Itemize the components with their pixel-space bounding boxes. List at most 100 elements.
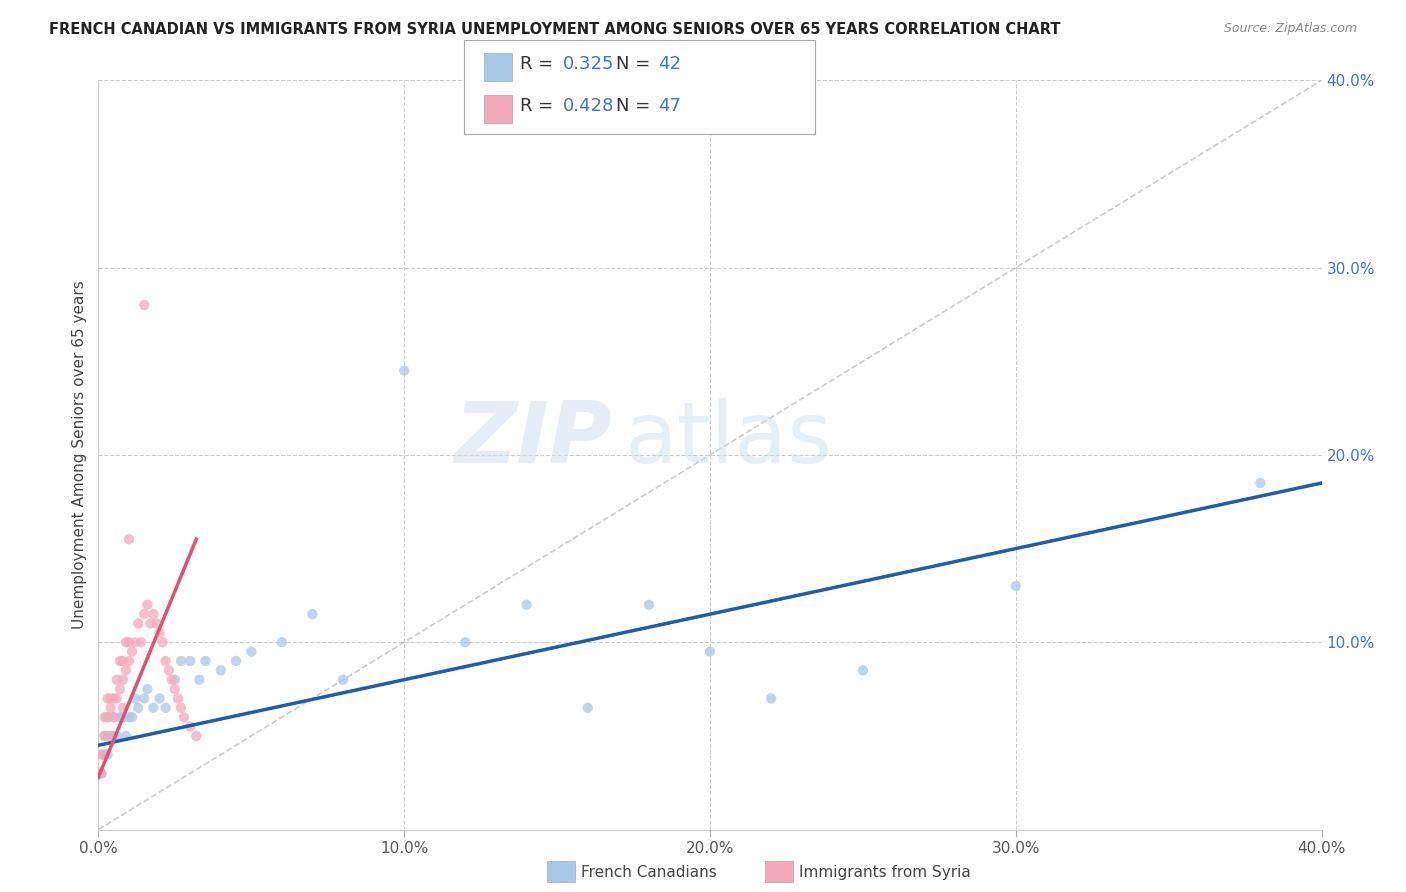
Point (637, 598, 661, 612)
Text: French Canadians: French Canadians (581, 865, 717, 880)
Point (142, 607, 165, 621)
Text: R =: R = (520, 97, 560, 115)
Point (105, 691, 128, 706)
Point (108, 654, 131, 668)
Point (129, 635, 152, 649)
Point (93, 710, 115, 724)
Point (118, 635, 141, 649)
Point (167, 691, 190, 706)
Text: 0.428: 0.428 (562, 97, 614, 115)
Point (179, 654, 201, 668)
Text: atlas: atlas (624, 399, 832, 482)
Point (270, 635, 292, 649)
Point (188, 673, 211, 687)
Point (103, 710, 125, 724)
Point (121, 710, 143, 724)
Point (90, 766, 112, 780)
Text: N =: N = (616, 55, 655, 73)
Point (186, 729, 208, 743)
Text: Source: ZipAtlas.com: Source: ZipAtlas.com (1223, 22, 1357, 36)
Point (118, 532, 141, 546)
Text: ZIP: ZIP (454, 399, 612, 482)
Text: FRENCH CANADIAN VS IMMIGRANTS FROM SYRIA UNEMPLOYMENT AMONG SENIORS OVER 65 YEAR: FRENCH CANADIAN VS IMMIGRANTS FROM SYRIA… (49, 22, 1060, 37)
Point (108, 710, 131, 724)
Point (163, 682, 186, 697)
Point (115, 664, 138, 678)
Text: 47: 47 (658, 97, 681, 115)
Point (93, 747, 115, 762)
Point (100, 691, 122, 706)
Point (100, 729, 122, 743)
Point (454, 635, 477, 649)
Point (516, 598, 538, 612)
Point (576, 701, 599, 715)
Point (97, 710, 120, 724)
Point (194, 654, 217, 668)
Point (160, 673, 183, 687)
Point (118, 710, 141, 724)
Point (136, 682, 159, 697)
Point (108, 682, 131, 697)
Point (124, 635, 146, 649)
Point (115, 729, 138, 743)
Point (332, 673, 354, 687)
Point (155, 654, 177, 668)
Point (111, 710, 134, 724)
Point (1249, 476, 1271, 491)
Point (97, 691, 120, 706)
Text: 42: 42 (658, 55, 681, 73)
Point (134, 607, 156, 621)
Point (392, 364, 416, 378)
Point (209, 664, 232, 678)
Point (127, 701, 149, 715)
Point (105, 673, 128, 687)
Point (142, 701, 165, 715)
Point (134, 691, 156, 706)
Point (301, 607, 323, 621)
Point (90, 766, 112, 780)
Point (103, 710, 125, 724)
Point (152, 635, 174, 649)
Text: 0.325: 0.325 (562, 55, 614, 73)
Point (157, 664, 180, 678)
Point (124, 691, 146, 706)
Point (699, 644, 721, 658)
Point (149, 626, 172, 640)
Point (111, 654, 134, 668)
Point (134, 298, 156, 312)
Text: N =: N = (616, 97, 655, 115)
Point (179, 719, 201, 733)
Point (97, 729, 120, 743)
Point (111, 701, 134, 715)
Point (170, 654, 193, 668)
Point (97, 747, 120, 762)
Point (103, 729, 125, 743)
Point (111, 673, 134, 687)
Point (139, 616, 162, 631)
Point (149, 691, 172, 706)
Point (225, 654, 247, 668)
Point (118, 654, 141, 668)
Point (155, 701, 177, 715)
Point (97, 710, 120, 724)
Point (240, 644, 263, 658)
Point (170, 701, 193, 715)
Point (93, 729, 115, 743)
Point (759, 691, 782, 706)
Point (93, 747, 115, 762)
Text: Immigrants from Syria: Immigrants from Syria (799, 865, 970, 880)
Point (852, 664, 875, 678)
Point (105, 729, 128, 743)
Point (89, 766, 111, 780)
Point (1004, 579, 1026, 593)
Point (115, 635, 138, 649)
Point (93, 729, 115, 743)
Point (121, 644, 143, 658)
Point (91, 747, 114, 762)
Point (103, 691, 125, 706)
Point (173, 710, 195, 724)
Point (127, 616, 149, 631)
Text: R =: R = (520, 55, 560, 73)
Point (100, 701, 122, 715)
Point (145, 616, 167, 631)
